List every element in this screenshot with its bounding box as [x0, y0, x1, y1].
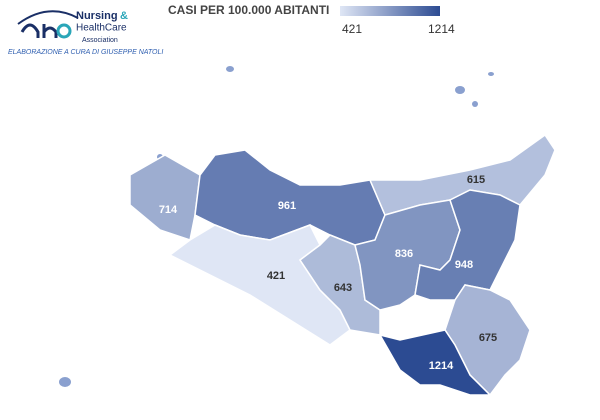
province: [129, 154, 201, 241]
regions: 714 961 615 421 643 836 948 675 1214: [129, 133, 556, 397]
value-label: 948: [455, 259, 473, 271]
value-label: 714: [159, 204, 178, 216]
island: [455, 86, 465, 94]
value-label: 961: [278, 200, 296, 212]
island: [488, 72, 494, 76]
logo-text: &: [120, 10, 128, 22]
logo-text: Association: [82, 37, 118, 44]
legend-title: CASI PER 100.000 ABITANTI: [168, 3, 329, 17]
logo-mark: [17, 10, 79, 25]
logo-text: Nursing: [76, 10, 118, 22]
value-label: 1214: [429, 360, 454, 372]
value-label: 643: [334, 282, 352, 294]
value-label: 421: [267, 270, 285, 282]
value-label: 675: [479, 332, 497, 344]
logo-mark: [56, 23, 72, 39]
logo-mark: [20, 23, 58, 38]
legend-min: 421: [342, 22, 362, 36]
value-label: 836: [395, 248, 413, 260]
credit: ELABORAZIONE A CURA DI GIUSEPPE NATOLI: [8, 49, 163, 56]
island: [226, 66, 234, 72]
legend-gradient: [340, 6, 440, 16]
logo: Nursing & HealthCare Association: [17, 10, 128, 44]
province: [378, 329, 492, 396]
island: [59, 377, 71, 387]
logo-text: HealthCare: [76, 23, 127, 34]
legend-max: 1214: [428, 22, 455, 36]
island: [472, 101, 478, 107]
value-label: 615: [467, 174, 485, 186]
